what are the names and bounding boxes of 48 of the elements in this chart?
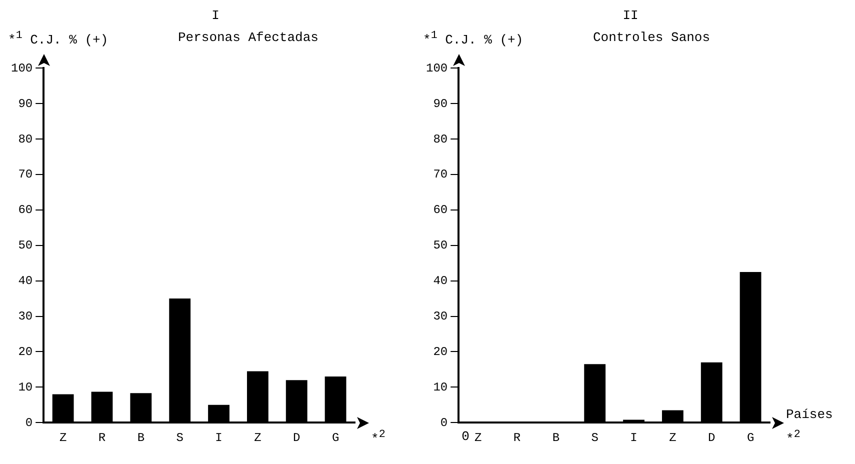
x-tick-label: G (746, 430, 754, 445)
y-tick-label: 90 (433, 96, 448, 111)
x-tick-label: Z (669, 430, 676, 445)
x-tick-label: I (630, 430, 638, 445)
y-tick-label: 40 (433, 274, 448, 288)
y-tick-label: 20 (433, 344, 448, 359)
x-tick-label: R (98, 430, 106, 445)
x-tick-label: B (137, 430, 145, 445)
y-tick-label: 90 (18, 96, 33, 111)
y-tick-label: 50 (433, 238, 448, 253)
x-axis-title: *$^{2}$ (371, 428, 386, 446)
y-tick-label: 30 (18, 309, 33, 324)
x-tick-label: S (591, 430, 598, 445)
y-tick-label: 40 (18, 274, 33, 288)
y-tick-label: 30 (433, 309, 448, 324)
x-tick-label: R (513, 430, 521, 445)
x-tick-label: B (552, 430, 560, 445)
y-tick-label: 50 (18, 238, 33, 253)
y-tick-label: 60 (433, 203, 448, 218)
x-tick-label: D (708, 430, 716, 445)
x-axis-title: Países (786, 406, 833, 422)
chart-subtitle: Personas Afectadas (178, 30, 318, 45)
x-tick-label: S (176, 430, 184, 445)
x-tick-label: G (332, 430, 340, 445)
y-tick-label: 0 (25, 416, 33, 430)
y-tick-label: 80 (433, 132, 448, 146)
y-axis-title: *$^{1}$ C.J. % (+) (8, 30, 108, 48)
y-tick-label: 100 (426, 61, 448, 76)
chart-title: I (210, 8, 220, 23)
chart-title: II (622, 8, 640, 23)
y-tick-label: 100 (10, 61, 33, 76)
text: 0 (462, 428, 470, 444)
x-tick-label: D (293, 430, 300, 445)
y-tick-label: 10 (18, 380, 33, 394)
x-tick-label: Z (254, 430, 262, 445)
y-tick-label: 60 (18, 203, 33, 218)
y-tick-label: 70 (18, 168, 33, 182)
y-tick-label: 80 (18, 132, 33, 146)
y-tick-label: 10 (433, 380, 448, 394)
y-tick-label: 20 (18, 344, 33, 359)
y-axis-title: *$^{1}$ C.J. % (+) (423, 30, 524, 48)
x-tick-label: Z (59, 430, 67, 445)
text: *$^{2}$ (786, 428, 800, 446)
x-tick-label: I (215, 430, 222, 445)
chart-subtitle: Controles Sanos (593, 30, 710, 45)
x-tick-label: Z (474, 430, 482, 445)
y-tick-label: 70 (433, 168, 448, 182)
y-tick-label: 0 (440, 416, 448, 430)
